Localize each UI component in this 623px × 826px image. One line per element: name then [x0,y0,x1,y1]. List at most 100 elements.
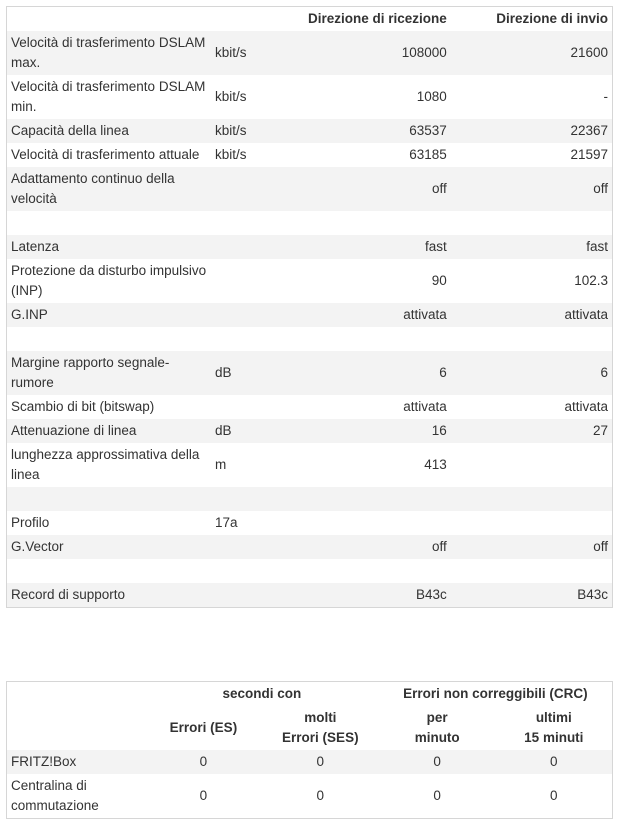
empty-cell [7,559,212,583]
unit-cell: dB [215,365,232,380]
table-row: Attenuazione di linea dB 16 27 [6,419,613,443]
empty-cell [211,487,289,511]
column-header: Direzione di ricezione [307,11,447,26]
empty-cell [211,235,289,259]
empty-header [211,7,289,32]
rx-cell: off [431,181,447,196]
table-row: Adattamento continuo della velocità off of… [6,167,613,211]
table-row: G.INP attivata attivata [6,303,613,327]
empty-cell [211,559,289,583]
tx-cell: 22367 [570,123,608,138]
tx-cell: fast [586,239,608,254]
empty-cell [211,167,289,211]
label-cell: Record di supporto [11,587,126,602]
empty-cell [451,559,613,583]
header-row: Direzione di ricezione Direzione di invi… [7,7,613,32]
value-cell: 0 [316,754,325,769]
unit-cell: m [215,457,227,472]
tx-cell: 6 [600,365,608,380]
rx-cell: off [431,539,447,554]
row-label: FRITZ!Box [11,754,77,769]
header-line: minuto [414,730,460,745]
group-header: Errori non correggibili (CRC) [403,686,588,701]
label-cell: Protezione da disturbo impulsivo (INP) [11,263,207,298]
tx-cell: 21600 [570,45,608,60]
empty-cell [289,511,451,535]
label-cell: Margine rapporto segnale-rumore [11,355,170,390]
tx-cell: 27 [592,423,608,438]
tx-cell: B43c [577,587,608,602]
header-line: ultimi [535,710,572,725]
empty-header [7,706,146,750]
column-header: Errori (ES) [145,706,262,750]
table-row: Latenza fast fast [6,235,613,259]
tx-cell: - [603,89,609,104]
header-line: Errori (ES) [169,720,238,735]
empty-cell [289,559,451,583]
row-label: Centralina di commutazione [11,778,99,813]
empty-cell [211,259,289,303]
rx-cell: attivata [403,307,447,322]
header-line: per [426,710,448,725]
empty-cell [289,487,451,511]
table-row: lunghezza approssimativa della linea m 413 [7,443,613,487]
value-cell: 0 [199,788,208,803]
empty-cell [289,211,451,235]
empty-cell [451,211,613,235]
unit-cell: kbit/s [215,123,247,138]
label-cell: Velocità di trasferimento DSLAM max. [11,35,206,70]
rx-cell: fast [424,239,447,254]
tx-cell: 21597 [570,147,608,162]
label-cell: G.Vector [11,539,64,554]
table-row: Velocità di trasferimento attuale kbit/s 6… [7,143,613,167]
table-row: Protezione da disturbo impulsivo (INP) 90… [7,259,613,303]
value-cell: 0 [433,754,441,769]
empty-header [7,7,212,32]
column-header: molti Errori (SES) [262,706,379,750]
line-table: Direzione di ricezione Direzione di invi… [6,6,613,608]
empty-cell [211,327,289,351]
table-row: FRITZ!Box 0 0 0 0 [6,750,613,774]
header-row: secondi con Errori non correggibili (CRC… [7,682,613,707]
empty-cell [211,535,289,559]
header-row: Errori (ES) molti Errori (SES) per minuto ult… [7,706,613,750]
spacer-row [7,327,613,351]
spacer-row [7,211,613,235]
tx-cell: off [593,539,608,554]
rx-cell: B43c [415,587,447,602]
label-cell: Velocità di trasferimento DSLAM min. [11,79,206,114]
table-row: Profilo 17a [7,511,613,535]
table-row: Centralina di commutazione 0 0 0 0 [7,774,613,819]
rx-cell: 90 [431,273,447,288]
tx-cell: off [593,181,608,196]
column-header: per minuto [379,706,496,750]
empty-cell [451,327,613,351]
table-row: Velocità di trasferimento DSLAM min. kbit… [7,75,613,119]
empty-cell [451,443,613,487]
tx-cell: attivata [564,399,608,414]
value-cell: 0 [550,788,558,803]
tx-cell: attivata [564,307,608,322]
spacer-row [6,487,613,511]
empty-cell [211,583,289,608]
value-cell: 0 [199,754,208,769]
rx-cell: 6 [439,365,447,380]
table-row: Capacità della linea kbit/s 63537 22367 [6,119,613,143]
rx-cell: 413 [424,457,447,472]
unit-cell: kbit/s [215,147,247,162]
empty-cell [211,395,289,419]
empty-cell [289,327,451,351]
table-row: G.Vector off off [6,535,613,559]
table-row: Margine rapporto segnale-rumore dB 6 6 [6,351,613,395]
error-table: secondi con Errori non correggibili (CRC… [6,681,613,819]
rx-cell: attivata [403,399,447,414]
empty-cell [7,327,212,351]
header-line: molti [304,710,337,725]
empty-cell [211,303,289,327]
empty-cell [7,487,212,511]
empty-header [7,682,146,707]
value-cell: 0 [316,788,325,803]
unit-cell: kbit/s [215,45,247,60]
label-cell: Adattamento continuo della velocità [11,171,175,206]
unit-cell: kbit/s [215,89,247,104]
